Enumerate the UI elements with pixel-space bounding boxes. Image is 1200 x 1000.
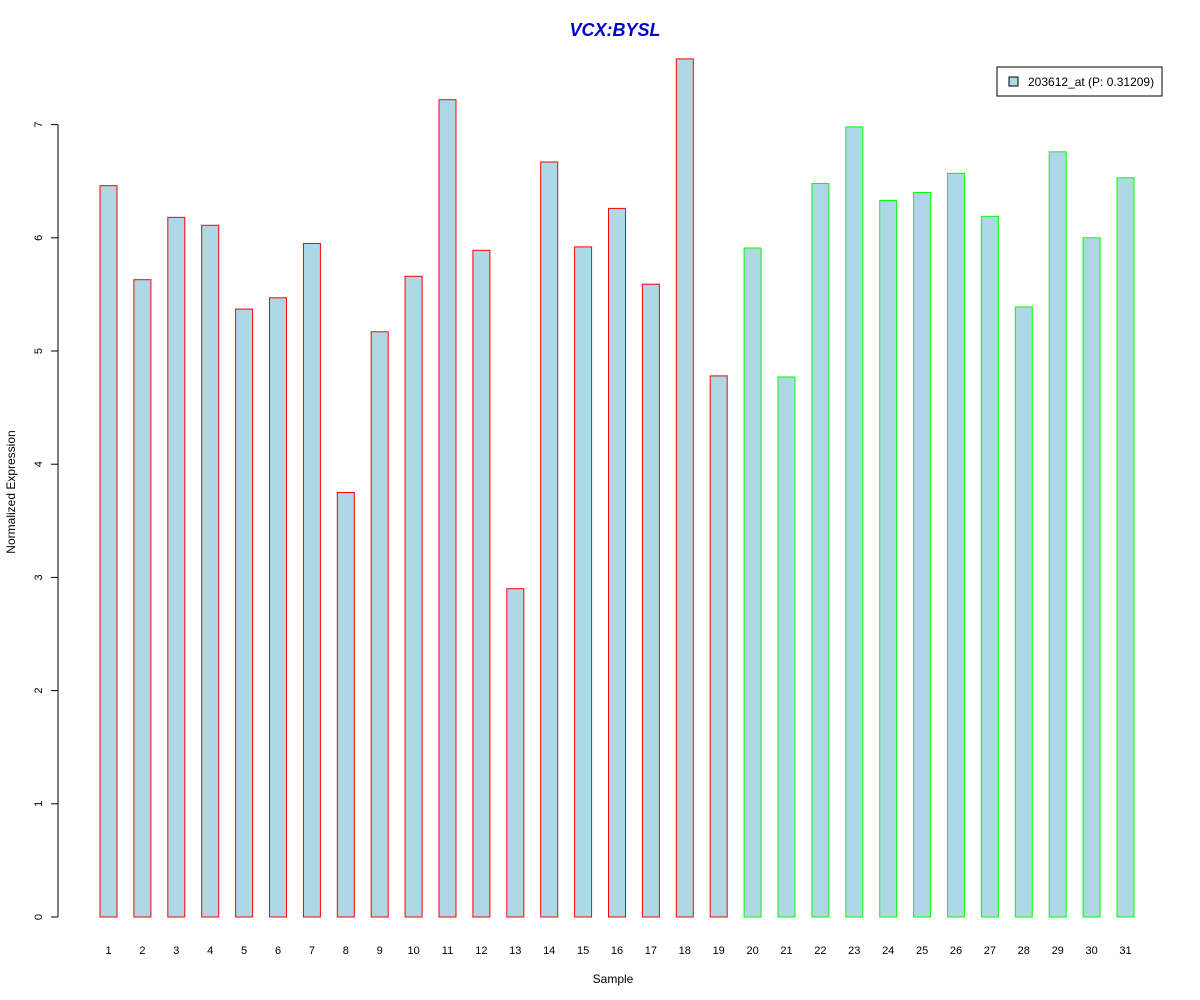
- bar-sample-16: [608, 207, 626, 918]
- y-tick-label: 0: [33, 914, 45, 920]
- legend: 203612_at (P: 0.31209): [996, 66, 1163, 97]
- bar-sample-9: [370, 331, 389, 918]
- bar-sample-19: [709, 375, 728, 918]
- bar-sample-1: [99, 185, 118, 918]
- x-tick-label: 7: [309, 945, 315, 957]
- legend-entry-label: 203612_at (P: 0.31209): [1028, 75, 1154, 89]
- bar-sample-22: [811, 183, 830, 918]
- legend-box: [996, 66, 1163, 97]
- legend-swatch: [1008, 76, 1019, 87]
- y-tick-label: 5: [33, 348, 45, 354]
- bar-sample-12: [472, 249, 491, 918]
- x-tick-label: 17: [645, 945, 657, 957]
- x-tick-label: 23: [848, 945, 860, 957]
- x-tick-label: 27: [984, 945, 996, 957]
- bar-sample-13: [506, 588, 525, 918]
- bar-sample-4: [201, 224, 220, 918]
- bar-sample-23: [845, 126, 864, 918]
- x-tick-label: 6: [275, 945, 281, 957]
- bar-sample-27: [980, 215, 999, 918]
- y-tick-label: 1: [33, 801, 45, 807]
- x-tick-label: 1: [105, 945, 111, 957]
- x-tick-label: 24: [882, 945, 894, 957]
- bar-sample-14: [540, 161, 559, 918]
- x-tick-label: 11: [442, 945, 453, 957]
- x-tick-label: 2: [139, 945, 145, 957]
- bar-sample-31: [1116, 177, 1135, 918]
- bar-sample-2: [133, 279, 152, 918]
- bar-sample-26: [947, 172, 965, 918]
- chart-title: VCX:BYSL: [569, 20, 660, 40]
- y-tick-label: 6: [33, 235, 45, 241]
- x-tick-label: 19: [713, 945, 725, 957]
- x-tick-label: 21: [780, 945, 792, 957]
- bar-sample-10: [404, 275, 423, 918]
- y-tick-label: 2: [33, 688, 45, 694]
- bar-sample-18: [675, 58, 694, 918]
- x-tick-label: 14: [543, 945, 555, 957]
- bar-sample-29: [1048, 151, 1067, 918]
- x-tick-label: 28: [1018, 945, 1030, 957]
- x-tick-label: 31: [1119, 945, 1131, 957]
- x-tick-label: 22: [814, 945, 826, 957]
- x-tick-label: 26: [950, 945, 962, 957]
- bar-sample-21: [777, 376, 796, 918]
- bar-sample-20: [743, 247, 762, 918]
- bars-group: [99, 58, 1135, 918]
- bar-sample-11: [438, 99, 457, 918]
- bar-sample-28: [1014, 306, 1033, 918]
- x-tick-label: 10: [407, 945, 419, 957]
- bar-sample-24: [879, 199, 898, 918]
- bar-sample-7: [302, 243, 321, 918]
- x-tick-label: 13: [509, 945, 521, 957]
- bar-sample-8: [336, 492, 355, 918]
- bar-sample-30: [1082, 237, 1101, 918]
- y-tick-label: 3: [33, 574, 45, 580]
- y-tick-label: 7: [33, 122, 45, 128]
- x-tick-label: 29: [1052, 945, 1064, 957]
- bar-sample-17: [641, 283, 660, 918]
- y-axis: 0 1 2 3 4 5 6 7: [33, 122, 59, 920]
- bar-sample-3: [167, 216, 186, 918]
- x-tick-label: 25: [916, 945, 928, 957]
- x-tick-label: 20: [746, 945, 758, 957]
- x-axis-label: Sample: [593, 972, 634, 986]
- x-tick-label: 12: [475, 945, 487, 957]
- bar-sample-6: [269, 297, 287, 918]
- y-axis-label: Normalized Expression: [4, 430, 18, 553]
- x-tick-label: 4: [207, 945, 213, 957]
- x-tick-label: 5: [241, 945, 247, 957]
- x-tick-label: 9: [377, 945, 383, 957]
- y-tick-label: 4: [33, 461, 45, 467]
- bar-sample-5: [235, 308, 254, 918]
- bar-sample-15: [574, 246, 593, 918]
- x-tick-label: 3: [173, 945, 179, 957]
- bar-sample-25: [913, 192, 932, 918]
- x-tick-labels: 1 2 3 4 5 6 7 8 9 10 11 12 13 14 15 16 17 18 19 20 21 22 23 24 2…: [105, 945, 1131, 957]
- x-tick-label: 16: [611, 945, 623, 957]
- x-tick-label: 15: [577, 945, 589, 957]
- x-tick-label: 30: [1085, 945, 1097, 957]
- x-tick-label: 18: [679, 945, 691, 957]
- x-tick-label: 8: [343, 945, 349, 957]
